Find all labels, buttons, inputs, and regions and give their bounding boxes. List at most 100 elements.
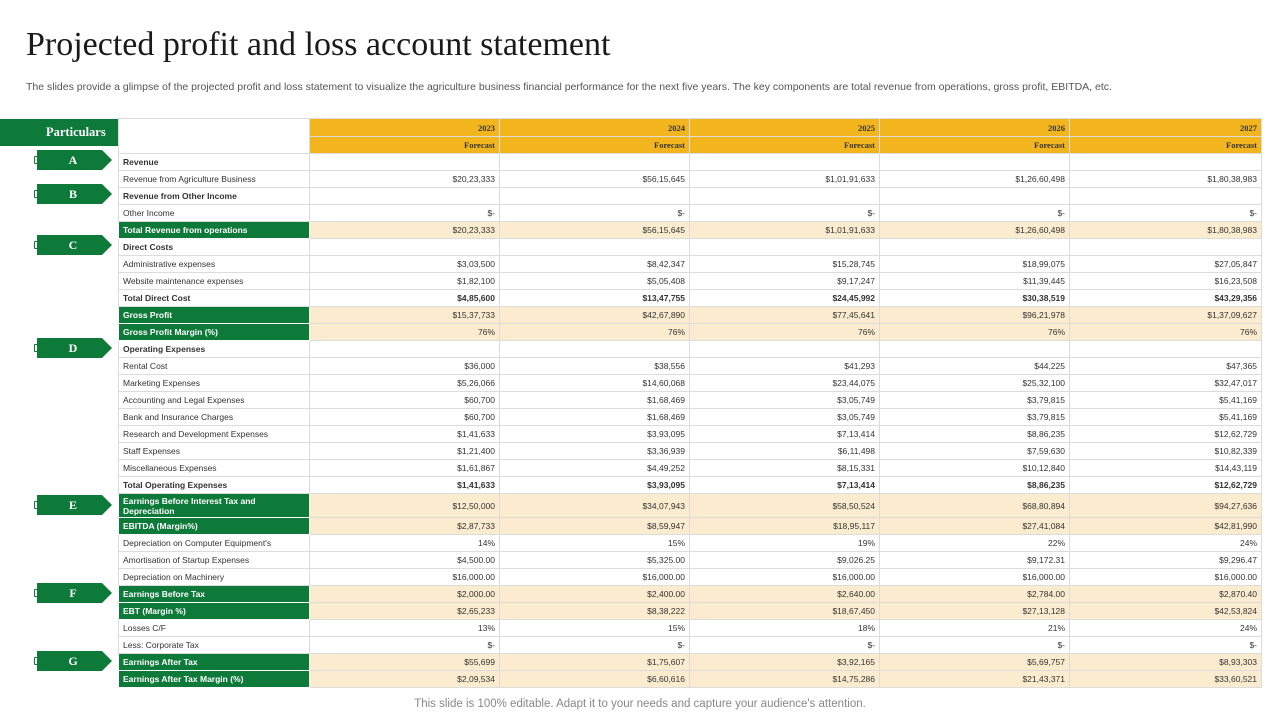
forecast-label: Forecast (879, 136, 1070, 154)
value-cell: $24,45,992 (689, 289, 880, 307)
value-cell: 19% (689, 534, 880, 552)
value-cell: $1,01,91,633 (689, 170, 880, 188)
value-cell: $42,67,890 (499, 306, 690, 324)
value-cell: $43,29,356 (1069, 289, 1262, 307)
value-cell: $16,000.00 (499, 568, 690, 586)
table-row: Total Revenue from operations $20,23,333 $… (118, 221, 1262, 239)
value-cell: $2,400.00 (499, 585, 690, 603)
row-label: Revenue (118, 153, 310, 171)
value-cell: $3,03,500 (309, 255, 500, 273)
row-label: Amortisation of Startup Expenses (118, 551, 310, 569)
value-cell: $5,26,066 (309, 374, 500, 392)
section-marker-f: F (37, 583, 112, 603)
value-cell: $5,69,757 (879, 653, 1070, 671)
value-cell: $16,23,508 (1069, 272, 1262, 290)
value-cell: $18,95,117 (689, 517, 880, 535)
value-cell: $6,11,498 (689, 442, 880, 460)
table-row: Less: Corporate Tax $- $- $- $- $- (118, 636, 1262, 654)
value-cell: $58,50,524 (689, 493, 880, 518)
year-header-2023: 2023 (309, 118, 500, 137)
value-cell: $25,32,100 (879, 374, 1070, 392)
value-cell: $18,67,450 (689, 602, 880, 620)
value-cell (689, 238, 880, 256)
value-cell: $14,60,068 (499, 374, 690, 392)
year-header-2025: 2025 (689, 118, 880, 137)
section-marker-c: C (37, 235, 112, 255)
value-cell: 18% (689, 619, 880, 637)
table-body: Revenue Revenue from Agriculture Business… (118, 153, 1262, 688)
row-label: Depreciation on Machinery (118, 568, 310, 586)
value-cell (689, 187, 880, 205)
value-cell: $1,68,469 (499, 391, 690, 409)
value-cell: $2,784.00 (879, 585, 1070, 603)
value-cell: $16,000.00 (689, 568, 880, 586)
table-row: Operating Expenses (118, 340, 1262, 358)
value-cell: $1,26,60,498 (879, 221, 1070, 239)
value-cell: $3,93,095 (499, 476, 690, 494)
value-cell (499, 153, 690, 171)
row-label: Depreciation on Computer Equipment's (118, 534, 310, 552)
row-label: Administrative expenses (118, 255, 310, 273)
value-cell: $9,172.31 (879, 551, 1070, 569)
value-cell: $10,12,840 (879, 459, 1070, 477)
value-cell: $42,53,824 (1069, 602, 1262, 620)
value-cell: $56,15,645 (499, 221, 690, 239)
value-cell: $4,500.00 (309, 551, 500, 569)
value-cell: 24% (1069, 534, 1262, 552)
value-cell: $3,05,749 (689, 408, 880, 426)
forecast-label: Forecast (1069, 136, 1262, 154)
value-cell: $77,45,641 (689, 306, 880, 324)
table-row: Accounting and Legal Expenses $60,700 $1,6… (118, 391, 1262, 409)
row-label: Staff Expenses (118, 442, 310, 460)
value-cell: 76% (689, 323, 880, 341)
section-marker-b: B (37, 184, 112, 204)
table-row: Gross Profit Margin (%) 76% 76% 76% 76% 76% (118, 323, 1262, 341)
value-cell (1069, 340, 1262, 358)
year-header-2024: 2024 (499, 118, 690, 137)
section-marker-g: G (37, 651, 112, 671)
table-row: Amortisation of Startup Expenses $4,500.0… (118, 551, 1262, 569)
value-cell: $5,41,169 (1069, 391, 1262, 409)
value-cell: $60,700 (309, 391, 500, 409)
value-cell: $- (689, 204, 880, 222)
value-cell: $9,296.47 (1069, 551, 1262, 569)
table-row: Total Operating Expenses $1,41,633 $3,93,0… (118, 476, 1262, 494)
value-cell: $1,61,867 (309, 459, 500, 477)
value-cell: $8,59,947 (499, 517, 690, 535)
value-cell: $21,43,371 (879, 670, 1070, 688)
value-cell: $16,000.00 (309, 568, 500, 586)
value-cell: $1,01,91,633 (689, 221, 880, 239)
forecast-label: Forecast (689, 136, 880, 154)
value-cell: $3,36,939 (499, 442, 690, 460)
value-cell: 15% (499, 534, 690, 552)
value-cell: $42,81,990 (1069, 517, 1262, 535)
row-label: Revenue from Agriculture Business (118, 170, 310, 188)
row-label: Direct Costs (118, 238, 310, 256)
value-cell: $10,82,339 (1069, 442, 1262, 460)
value-cell: 76% (309, 323, 500, 341)
value-cell: $16,000.00 (879, 568, 1070, 586)
value-cell: $2,870.40 (1069, 585, 1262, 603)
value-cell: $2,87,733 (309, 517, 500, 535)
footer-note: This slide is 100% editable. Adapt it to… (414, 698, 866, 710)
value-cell: $- (499, 204, 690, 222)
value-cell: $12,62,729 (1069, 476, 1262, 494)
value-cell: $32,47,017 (1069, 374, 1262, 392)
table-row: Depreciation on Machinery $16,000.00 $16,0… (118, 568, 1262, 586)
value-cell: $1,21,400 (309, 442, 500, 460)
value-cell: $4,85,600 (309, 289, 500, 307)
value-cell: $- (309, 636, 500, 654)
value-cell: $16,000.00 (1069, 568, 1262, 586)
row-label: Gross Profit Margin (%) (118, 323, 310, 341)
value-cell (879, 340, 1070, 358)
value-cell: $1,68,469 (499, 408, 690, 426)
value-cell: $3,93,095 (499, 425, 690, 443)
row-label: Earnings After Tax Margin (%) (118, 670, 310, 688)
value-cell: 76% (1069, 323, 1262, 341)
value-cell: $1,80,38,983 (1069, 170, 1262, 188)
row-label: Earnings Before Interest Tax and Depreci… (118, 493, 310, 518)
value-cell (1069, 153, 1262, 171)
value-cell: $47,365 (1069, 357, 1262, 375)
value-cell: $5,41,169 (1069, 408, 1262, 426)
value-cell: $12,62,729 (1069, 425, 1262, 443)
